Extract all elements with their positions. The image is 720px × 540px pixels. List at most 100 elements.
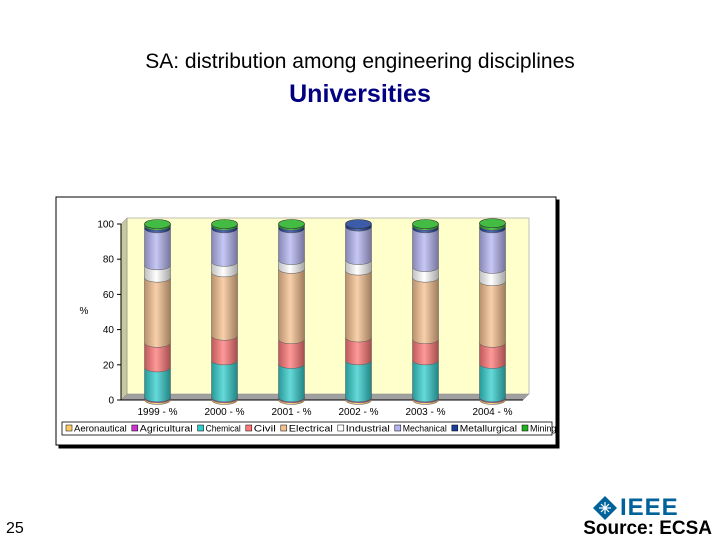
- bar-segment: [412, 339, 439, 366]
- bar-segment-body: [211, 360, 238, 403]
- x-tick-label: 2001 - %: [271, 407, 311, 418]
- bar-segment-body: [278, 268, 305, 345]
- bar-segment: [479, 268, 506, 286]
- bar-segment: [412, 277, 439, 345]
- bar-segment: [278, 228, 305, 265]
- bar-segment-body: [144, 342, 171, 373]
- bar-segment: [211, 360, 238, 403]
- bar-segment-body: [211, 335, 238, 366]
- axis-layer: 0 20 40 60 80 100% 1999 - % 2000 - % 2001 - % 200…: [80, 220, 523, 418]
- legend-label: Industrial: [346, 424, 390, 434]
- bar-segment-body: [345, 270, 372, 343]
- bar-segment: [144, 265, 171, 283]
- bar-stack: [479, 218, 506, 405]
- bar-segment-body: [211, 228, 238, 267]
- bar-segment: [479, 228, 506, 274]
- bar-segment-body: [412, 228, 439, 272]
- x-tick-label: 1999 - %: [137, 407, 177, 418]
- bar-segment: [345, 226, 372, 265]
- slide-title: SA: distribution among engineering disci…: [145, 50, 575, 73]
- legend-box: [61, 421, 553, 436]
- bar-segment: [144, 367, 171, 403]
- bar-segment-body: [278, 339, 305, 369]
- legend-label: Electrical: [289, 424, 333, 434]
- ieee-diamond-icon: [593, 496, 617, 520]
- bar-segment: [345, 360, 372, 403]
- bar-segment: [278, 339, 305, 369]
- stacked-bar-chart: 0 20 40 60 80 100% 1999 - % 2000 - % 2001 - % 200…: [55, 196, 557, 446]
- bar-segment-body: [479, 228, 506, 274]
- bar-segment: [144, 228, 171, 271]
- slide-subtitle: Universities: [289, 80, 431, 108]
- bar-stack: [412, 219, 439, 405]
- bar-segment: [211, 335, 238, 366]
- bar-segment: [278, 363, 305, 403]
- y-axis-label: %: [80, 306, 89, 317]
- bar-segment: [479, 280, 506, 348]
- bar-segment-body: [144, 228, 171, 271]
- y-tick-label: 100: [97, 220, 114, 231]
- bar-segment-body: [479, 363, 506, 403]
- bar-segment-body: [345, 337, 372, 366]
- bar-segment-body: [345, 226, 372, 265]
- bar-segment: [345, 270, 372, 343]
- bar-top-cap: [144, 219, 171, 229]
- legend-label: Mechanical: [403, 424, 447, 434]
- y-tick-label: 20: [103, 360, 115, 371]
- bar-segment: [144, 342, 171, 373]
- bar-segment: [479, 363, 506, 403]
- bar-segment-body: [412, 360, 439, 403]
- bar-segment: [211, 228, 238, 267]
- bar-top-cap: [412, 219, 439, 229]
- bar-segment-body: [144, 367, 171, 403]
- bar-segment-body: [211, 272, 238, 341]
- bar-segment: [211, 272, 238, 341]
- legend-swatch: [521, 424, 529, 432]
- bar-segment-body: [144, 265, 171, 283]
- plot-side-wall: [120, 217, 128, 401]
- legend-swatch: [394, 424, 402, 432]
- chart-frame: 0 20 40 60 80 100% 1999 - % 2000 - % 2001 - % 200…: [55, 196, 563, 452]
- y-tick-label: 0: [108, 396, 114, 407]
- bar-segment-body: [345, 360, 372, 403]
- legend-swatch: [131, 424, 139, 432]
- bar-segment: [412, 360, 439, 403]
- legend-swatch: [245, 424, 253, 432]
- bar-segment-body: [278, 228, 305, 265]
- bar-stack: [144, 219, 171, 405]
- bar-top-cap: [278, 219, 305, 229]
- legend-label: Agricultural: [140, 424, 193, 434]
- bar-top-cap: [345, 219, 372, 229]
- legend-label: Mining: [530, 424, 556, 434]
- legend-label: Civil: [254, 424, 276, 434]
- bar-stack: [345, 219, 372, 405]
- bar-segment-body: [479, 342, 506, 369]
- bar-segment: [278, 268, 305, 345]
- legend-label: Chemical: [206, 424, 241, 434]
- source-note: Source: ECSA: [583, 518, 712, 539]
- bar-segment: [479, 342, 506, 369]
- ieee-logo-text: IEEE: [620, 494, 679, 521]
- bar-top-cap: [211, 219, 238, 229]
- ieee-logo: IEEE: [592, 494, 679, 521]
- legend-swatch: [337, 424, 345, 432]
- bar-segment-body: [144, 277, 171, 348]
- bars-layer: [144, 218, 506, 405]
- bar-stack: [278, 219, 305, 405]
- y-tick-label: 60: [103, 290, 115, 301]
- bar-segment: [412, 228, 439, 272]
- plot-layer: [120, 217, 530, 401]
- legend-label: Metallurgical: [460, 424, 517, 434]
- bar-stack: [211, 219, 238, 405]
- plot-back-wall: [126, 217, 530, 395]
- plot-floor: [120, 393, 530, 401]
- bar-segment-body: [278, 363, 305, 403]
- bar-segment-body: [479, 280, 506, 348]
- x-tick-label: 2002 - %: [338, 407, 378, 418]
- x-tick-label: 2003 - %: [405, 407, 445, 418]
- page-number: 25: [6, 520, 24, 537]
- y-tick-label: 80: [103, 255, 115, 266]
- bar-segment: [144, 277, 171, 348]
- bar-segment-body: [412, 277, 439, 345]
- legend-swatch: [280, 424, 288, 432]
